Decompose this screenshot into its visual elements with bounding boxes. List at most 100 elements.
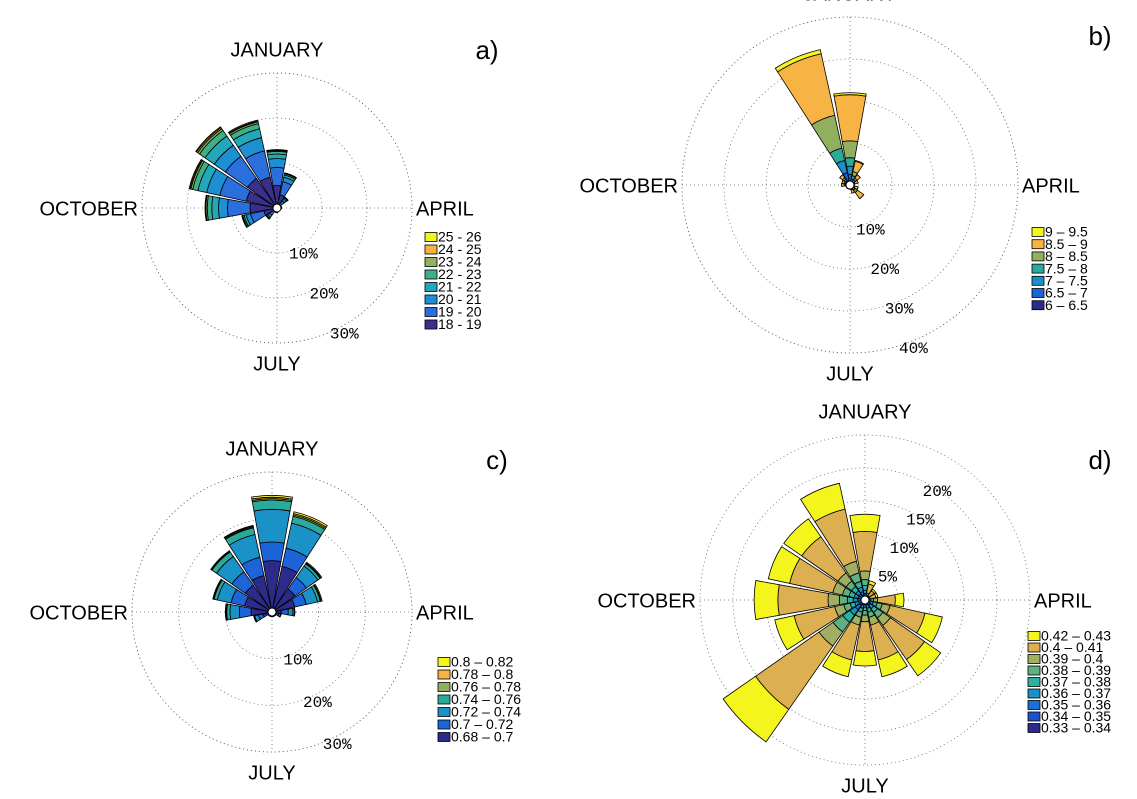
wedge-segment (861, 585, 869, 591)
wedge-segment (211, 196, 220, 220)
legend-swatch (1031, 227, 1045, 237)
wedge-segment (279, 613, 282, 618)
legend-label: 6 – 6.5 (1045, 297, 1088, 313)
wedge-segment (849, 513, 881, 533)
tick-label: 30% (885, 301, 914, 319)
legend-swatch (424, 257, 438, 267)
center-hole (267, 607, 277, 617)
grid-circle (131, 471, 413, 753)
legend-swatch (437, 732, 451, 742)
wedge-segment (894, 592, 905, 608)
legend-label: 8.5 – 9 (1045, 236, 1088, 252)
center-hole (860, 595, 870, 605)
legend-label: 22 - 23 (438, 266, 482, 282)
wedge-segment (844, 157, 856, 167)
direction-label: OCTOBER (29, 602, 128, 624)
legend-label: 0.36 – 0.37 (1041, 685, 1111, 701)
direction-label: APRIL (416, 198, 474, 220)
legend-label: 19 - 20 (438, 304, 482, 320)
wedge-segment (827, 593, 841, 607)
wedge-segment (860, 579, 870, 587)
direction-label: JULY (248, 762, 295, 784)
legend-label: 9 – 9.5 (1045, 224, 1088, 240)
legend-label: 0.33 – 0.34 (1041, 720, 1111, 736)
wedge-segment (841, 140, 859, 159)
legend-label: 21 - 22 (438, 279, 482, 295)
wedge-segment (218, 197, 229, 219)
wedge-segment (767, 546, 801, 584)
legend-label: 7.5 – 8 (1045, 260, 1088, 276)
grid-circle (807, 142, 893, 228)
tick-label: 10% (283, 652, 312, 670)
panel-label: c) (486, 445, 508, 475)
legend-swatch (437, 657, 451, 667)
rose-panel: 5% 10% 15% 20% JANUARY APRIL JULY OCTOBER d) 0.42… (597, 401, 1111, 797)
legend-label: 0.37 – 0.38 (1041, 674, 1111, 690)
legend-swatch (1027, 642, 1041, 653)
wedge-segment (212, 578, 222, 600)
wedge-segment (195, 126, 222, 153)
tick-label: 30% (330, 326, 359, 344)
legend-label: 0.7 – 0.72 (451, 716, 513, 732)
wedge-segment (753, 580, 780, 620)
legend-label: 0.8 – 0.82 (451, 654, 513, 670)
grid-circle (224, 564, 320, 660)
wedge-segment (861, 609, 869, 616)
legend-label: 18 - 19 (438, 316, 482, 332)
wedge-segment (204, 194, 208, 222)
wedge-segment (269, 167, 285, 187)
legend-label: 23 - 24 (438, 254, 482, 270)
grid-circle (732, 467, 998, 733)
legend-label: 25 - 26 (438, 229, 482, 245)
center-hole (845, 180, 855, 190)
wedge-segment (229, 604, 241, 620)
wedge-segment (284, 172, 297, 179)
grid-circle (723, 58, 977, 312)
legend-swatch (1031, 251, 1045, 262)
tick-label: 20% (309, 285, 338, 303)
legend-swatch (1027, 665, 1041, 676)
wedge-segment (227, 198, 251, 218)
wedge-segment (872, 597, 878, 603)
legend-swatch (424, 244, 438, 255)
legend-label: 0.4 – 0.41 (1041, 639, 1103, 655)
legend-label: 0.39 – 0.4 (1041, 651, 1103, 667)
rose-panel: 10% 20% 30% JANUARY APRIL JULY OCTOBER a) 25 - 2… (39, 35, 498, 375)
wedge-segment (859, 570, 871, 581)
tick-label: 20% (303, 694, 332, 712)
wedge-segment (280, 608, 289, 616)
legend-swatch (437, 707, 451, 717)
tick-label: 10% (890, 540, 919, 558)
legend-swatch (1031, 300, 1045, 311)
legend-label: 24 - 25 (438, 241, 482, 257)
legend-swatch (1027, 654, 1041, 664)
legend-swatch (424, 282, 438, 292)
wedge-segment (305, 561, 323, 579)
legend-swatch (437, 694, 451, 705)
center-hole (272, 203, 282, 213)
direction-label: JANUARY (226, 438, 319, 460)
wedge-segment (868, 580, 877, 587)
panel-label: b) (1088, 21, 1111, 51)
wedge-segment (238, 605, 252, 619)
legend-label: 0.35 – 0.36 (1041, 697, 1111, 713)
wedge-segment (873, 592, 879, 599)
legend-swatch (1027, 677, 1041, 687)
wedge-segment (833, 92, 867, 97)
panel-label: a) (475, 35, 498, 65)
direction-label: JULY (826, 363, 873, 385)
direction-label: JULY (841, 775, 888, 797)
wedge-segment (877, 651, 908, 678)
tick-label: 20% (870, 261, 899, 279)
wedge-segment (251, 495, 293, 500)
legend-label: 0.78 – 0.8 (451, 666, 513, 682)
wedge-segment (846, 596, 854, 604)
legend-swatch (437, 719, 451, 730)
legend-swatch (424, 307, 438, 317)
wedge-segment (287, 607, 294, 617)
legend-swatch (1031, 263, 1045, 274)
wedge-segment (774, 49, 822, 73)
wedge-segment (284, 196, 289, 201)
legend-label: 0.34 – 0.35 (1041, 708, 1111, 724)
